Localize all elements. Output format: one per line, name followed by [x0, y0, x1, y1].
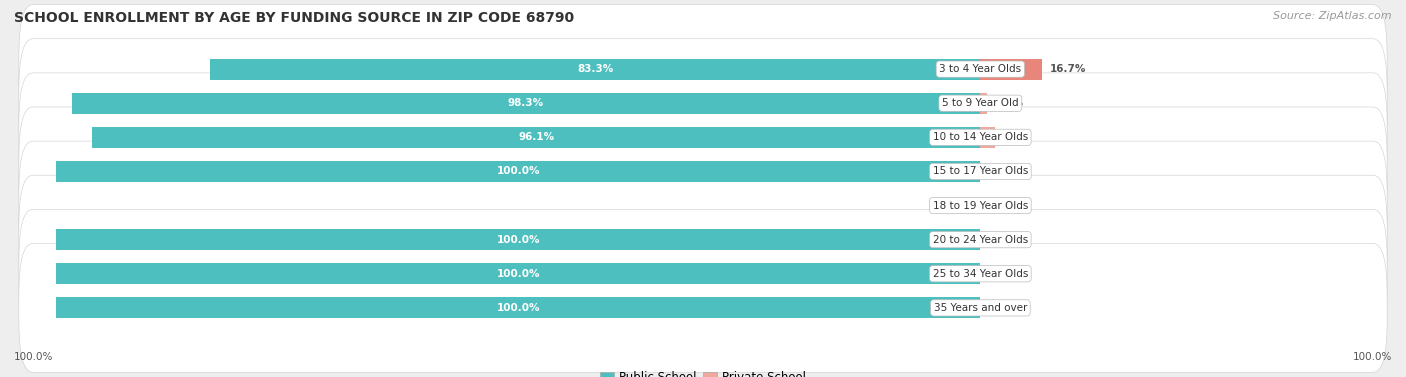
Text: 0.0%: 0.0% — [998, 201, 1028, 211]
Bar — [91, 127, 980, 148]
Bar — [56, 297, 980, 319]
Text: 100.0%: 100.0% — [14, 352, 53, 362]
Bar — [980, 93, 987, 114]
Text: 0.0%: 0.0% — [998, 269, 1028, 279]
Bar — [56, 229, 980, 250]
FancyBboxPatch shape — [18, 5, 1388, 133]
Bar — [211, 58, 980, 80]
FancyBboxPatch shape — [18, 141, 1388, 270]
Bar — [56, 161, 980, 182]
Text: 100.0%: 100.0% — [496, 166, 540, 176]
Text: 16.7%: 16.7% — [1049, 64, 1085, 74]
Legend: Public School, Private School: Public School, Private School — [595, 366, 811, 377]
Text: 100.0%: 100.0% — [496, 234, 540, 245]
Bar — [980, 58, 1042, 80]
Text: 5 to 9 Year Old: 5 to 9 Year Old — [942, 98, 1019, 108]
Text: 15 to 17 Year Olds: 15 to 17 Year Olds — [932, 166, 1028, 176]
Text: 18 to 19 Year Olds: 18 to 19 Year Olds — [932, 201, 1028, 211]
Text: 0.0%: 0.0% — [998, 234, 1028, 245]
Text: 20 to 24 Year Olds: 20 to 24 Year Olds — [932, 234, 1028, 245]
Text: 98.3%: 98.3% — [508, 98, 544, 108]
FancyBboxPatch shape — [18, 73, 1388, 202]
Bar — [56, 263, 980, 284]
Text: 3.9%: 3.9% — [1002, 132, 1031, 143]
Text: 100.0%: 100.0% — [1353, 352, 1392, 362]
Text: Source: ZipAtlas.com: Source: ZipAtlas.com — [1274, 11, 1392, 21]
Text: 83.3%: 83.3% — [578, 64, 613, 74]
Text: 25 to 34 Year Olds: 25 to 34 Year Olds — [932, 269, 1028, 279]
Text: 10 to 14 Year Olds: 10 to 14 Year Olds — [932, 132, 1028, 143]
Text: 100.0%: 100.0% — [496, 303, 540, 313]
FancyBboxPatch shape — [18, 209, 1388, 338]
Text: 0.0%: 0.0% — [932, 201, 962, 211]
Text: SCHOOL ENROLLMENT BY AGE BY FUNDING SOURCE IN ZIP CODE 68790: SCHOOL ENROLLMENT BY AGE BY FUNDING SOUR… — [14, 11, 574, 25]
Text: 0.0%: 0.0% — [998, 166, 1028, 176]
Text: 3 to 4 Year Olds: 3 to 4 Year Olds — [939, 64, 1021, 74]
FancyBboxPatch shape — [18, 107, 1388, 236]
FancyBboxPatch shape — [18, 244, 1388, 372]
Bar — [980, 127, 995, 148]
Text: 100.0%: 100.0% — [496, 269, 540, 279]
FancyBboxPatch shape — [18, 175, 1388, 304]
Bar — [72, 93, 980, 114]
Text: 0.0%: 0.0% — [998, 303, 1028, 313]
Text: 96.1%: 96.1% — [517, 132, 554, 143]
Text: 35 Years and over: 35 Years and over — [934, 303, 1026, 313]
Text: 1.8%: 1.8% — [994, 98, 1024, 108]
FancyBboxPatch shape — [18, 39, 1388, 168]
